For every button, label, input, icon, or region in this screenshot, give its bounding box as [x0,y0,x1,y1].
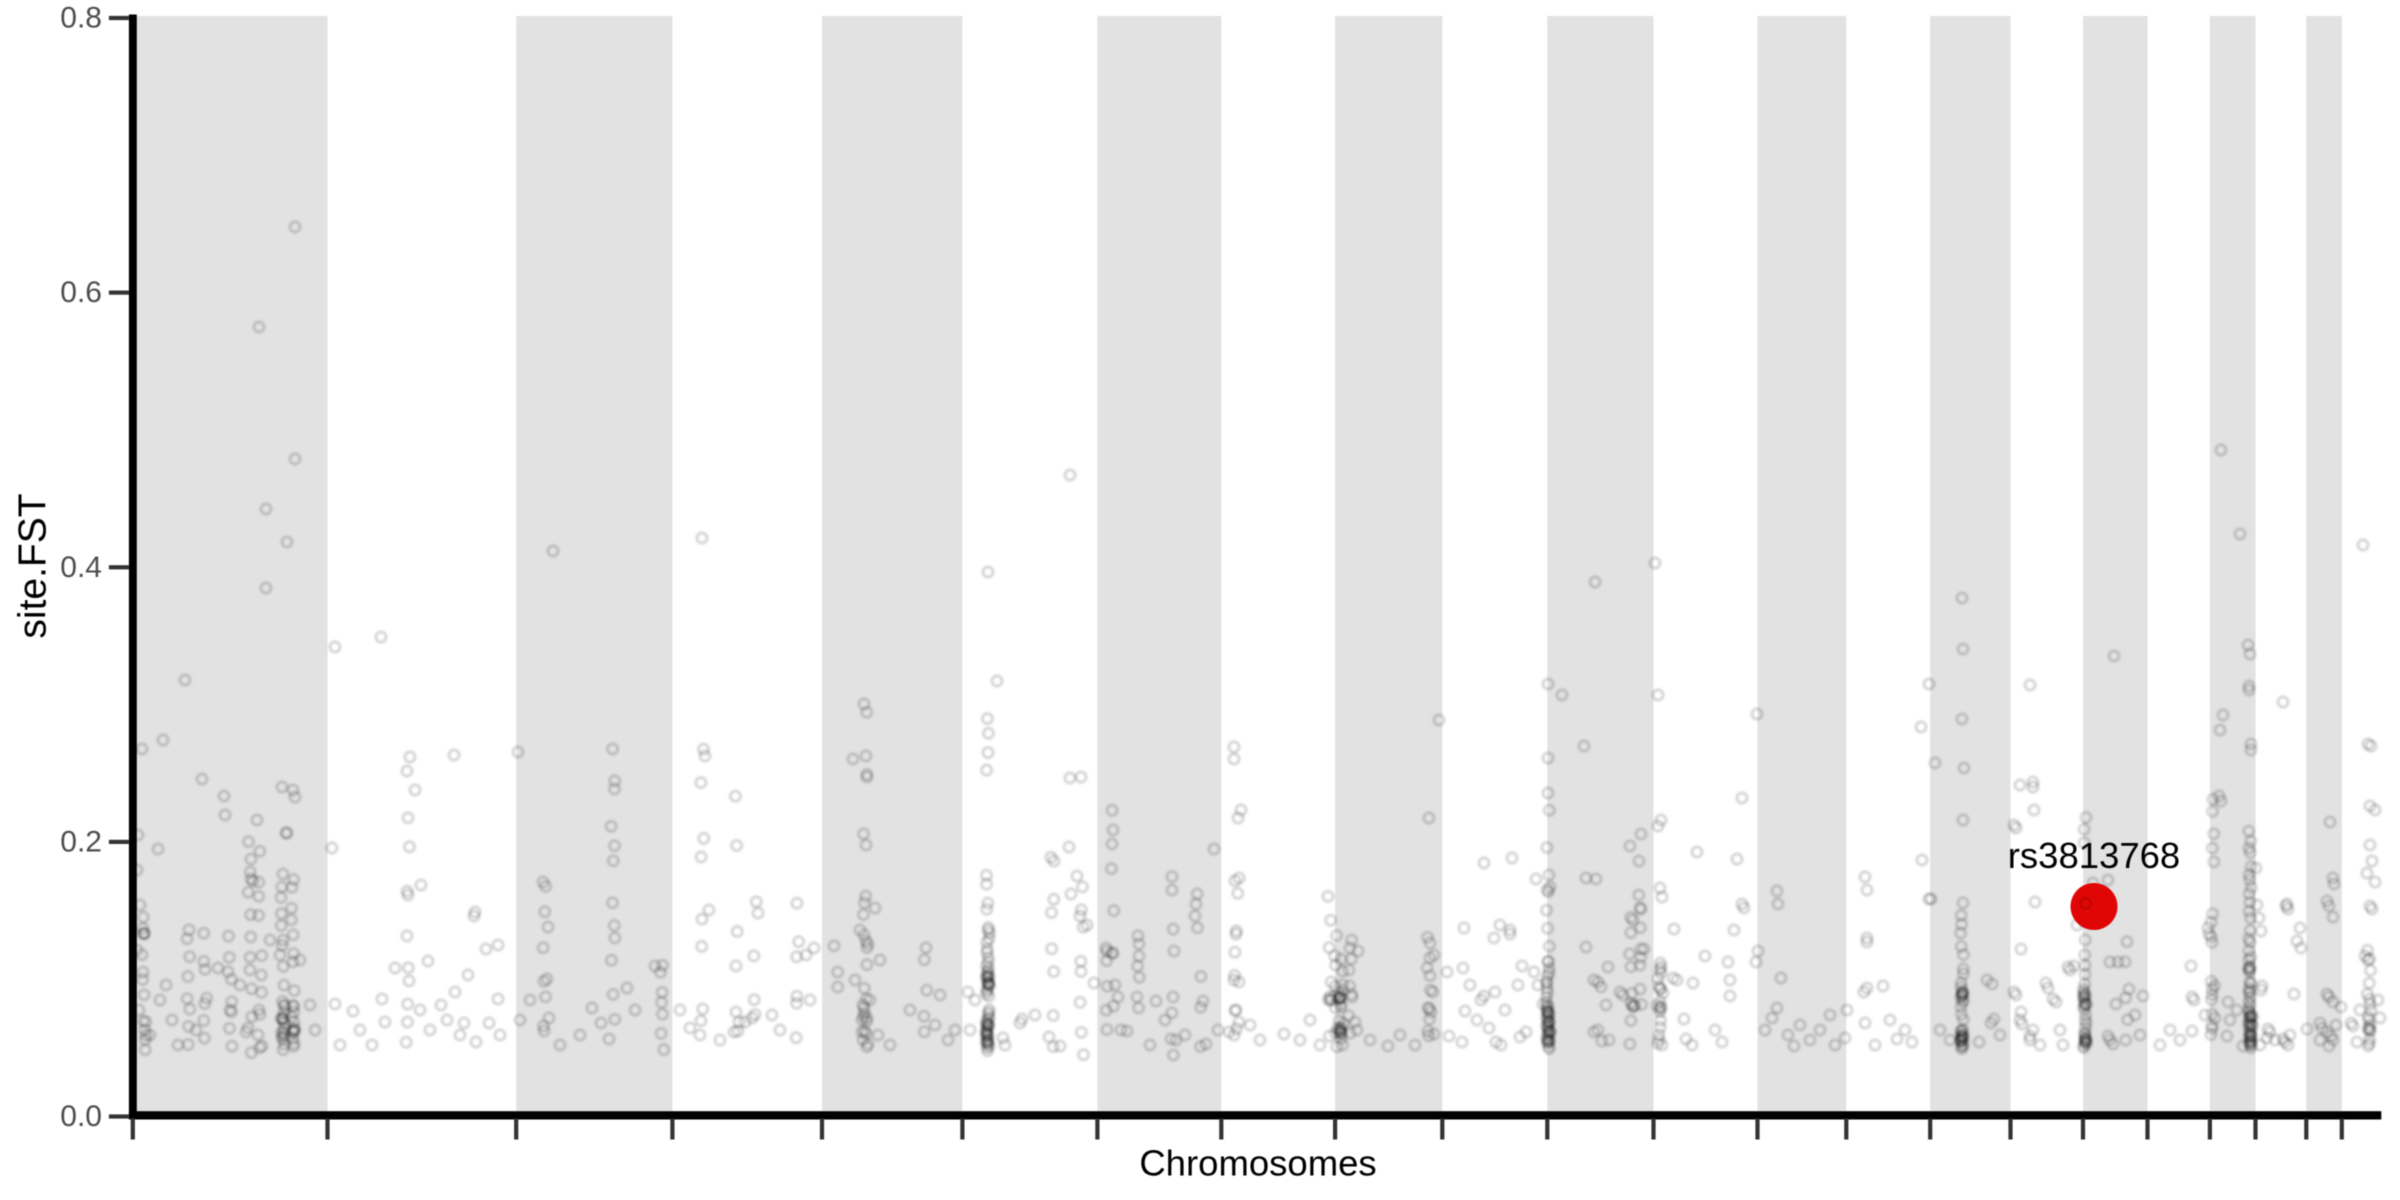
svg-text:0.6: 0.6 [60,276,102,309]
svg-text:rs3813768: rs3813768 [2008,835,2181,876]
svg-text:0.2: 0.2 [60,825,102,858]
svg-text:site.FST: site.FST [12,493,55,638]
svg-text:Chromosomes: Chromosomes [1139,1143,1376,1184]
svg-text:0.4: 0.4 [60,551,102,584]
svg-text:0.8: 0.8 [60,2,102,35]
svg-text:0.0: 0.0 [60,1100,102,1133]
